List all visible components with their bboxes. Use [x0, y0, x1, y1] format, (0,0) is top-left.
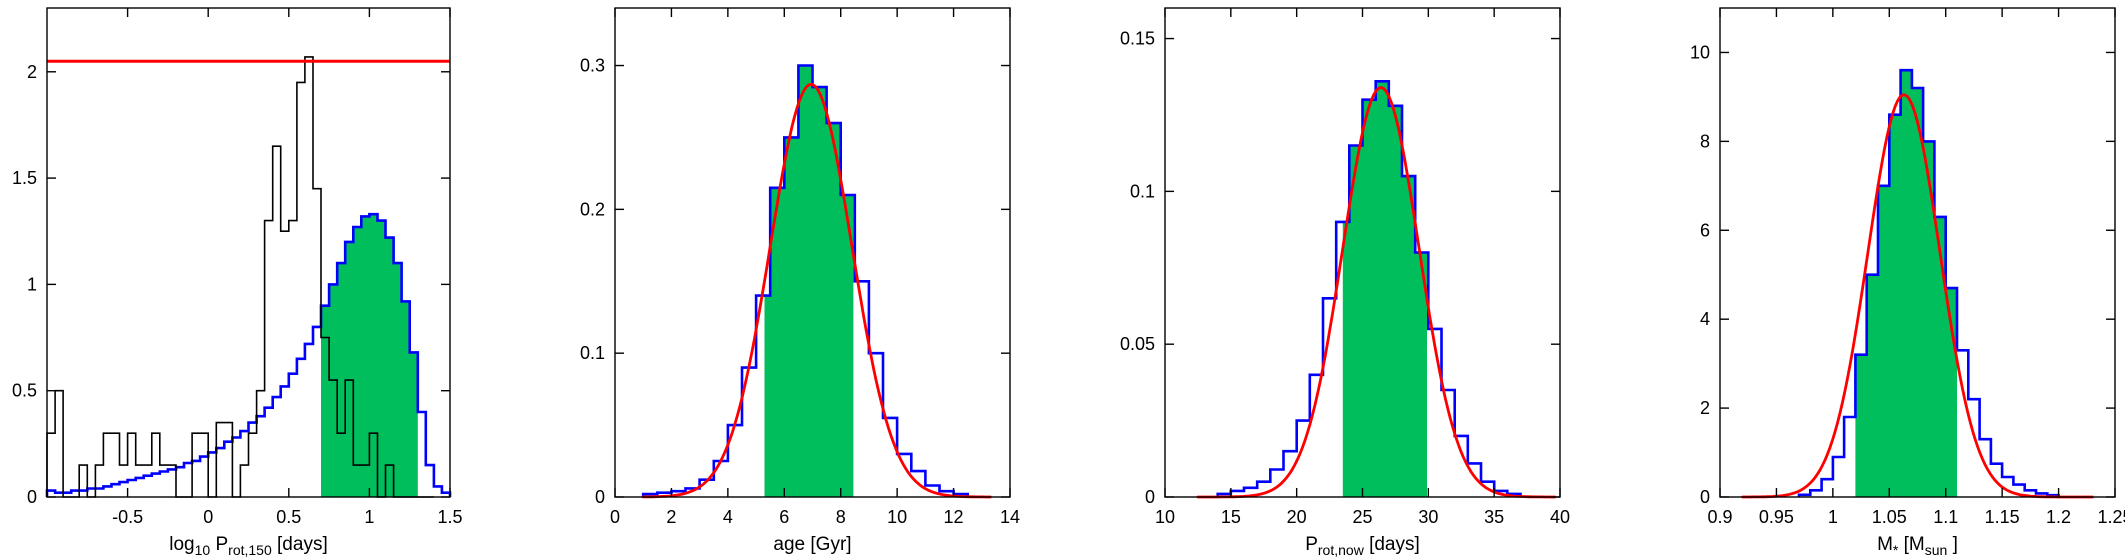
x-axis-label-age: age [Gyr] [773, 534, 851, 555]
credible-interval-fill [764, 65, 854, 497]
x-tick-label: 40 [1550, 507, 1570, 527]
x-tick-label: 1.5 [437, 507, 462, 527]
y-tick-label: 1 [27, 274, 37, 294]
axes-box [1719, 7, 2116, 498]
y-tick-label: 4 [1700, 309, 1710, 329]
y-tick-label: 0 [595, 487, 605, 507]
prot-histogram [1216, 80, 1522, 497]
credible-interval-fill [1855, 70, 1957, 497]
x-tick-label: 1.05 [1872, 507, 1907, 527]
credible-interval-fill [1342, 81, 1427, 498]
x-tick-label: 12 [944, 507, 964, 527]
x-tick-label: 14 [1000, 507, 1020, 527]
x-tick-label: 15 [1221, 507, 1241, 527]
mass-histogram [1797, 68, 2060, 497]
y-tick-label: 0.1 [580, 343, 605, 363]
x-tick-label: 1.15 [1985, 507, 2020, 527]
y-tick-label: 0 [1700, 487, 1710, 507]
x-tick-label: 2 [666, 507, 676, 527]
x-tick-label: 0 [610, 507, 620, 527]
x-tick-label: 1.2 [2046, 507, 2071, 527]
y-tick-label: 0.3 [580, 56, 605, 76]
y-tick-label: 0 [27, 487, 37, 507]
x-tick-label: 1.25 [2097, 507, 2125, 527]
y-tick-label: 1.5 [12, 168, 37, 188]
x-tick-label: 4 [723, 507, 733, 527]
y-tick-label: 2 [1700, 398, 1710, 418]
x-tick-label: 1.1 [1933, 507, 1958, 527]
chart-stellar-mass: 0.9 0.95 1 1.05 1.1 1.15 1.2 1.25 0 2 4 6 8 10 M* [Msu… [1690, 7, 2125, 558]
y-tick-label: 6 [1700, 220, 1710, 240]
x-tick-label: 1 [1828, 507, 1838, 527]
chart-prot-now: 10 15 20 25 30 35 40 0 0.05 0.1 0.15 Prot,now [days… [1120, 7, 1570, 558]
gaussian-fit [641, 82, 992, 499]
x-tick-label: 35 [1484, 507, 1504, 527]
x-tick-label: 30 [1418, 507, 1438, 527]
x-tick-label: 0.5 [276, 507, 301, 527]
x-axis-label-stellar-mass: M* [Msun ] [1877, 534, 1958, 558]
gaussian-fit [1196, 86, 1557, 499]
y-tick-label: 0.15 [1120, 29, 1155, 49]
chart-age: 0 2 4 6 8 10 12 14 0 0.1 0.2 0.3 age [Gyr] [580, 7, 1020, 555]
axes-box [46, 7, 451, 498]
x-tick-label: 0 [203, 507, 213, 527]
axes-box [614, 7, 1011, 498]
x-tick-label: 0.9 [1707, 507, 1732, 527]
raw-histogram [46, 56, 434, 498]
y-tick-label: 10 [1690, 42, 1710, 62]
x-tick-label: 6 [779, 507, 789, 527]
chart-log-prot150: -0.5 0 0.5 1 1.5 0 0.5 1 1.5 2 log10 Prot,150 [day… [12, 7, 463, 558]
y-tick-label: 8 [1700, 131, 1710, 151]
x-tick-label: 20 [1287, 507, 1307, 527]
x-tick-label: 10 [887, 507, 907, 527]
y-tick-label: 0 [1145, 487, 1155, 507]
x-tick-label: -0.5 [112, 507, 143, 527]
y-tick-label: 0.2 [580, 199, 605, 219]
x-tick-label: 1 [364, 507, 374, 527]
y-tick-label: 0.05 [1120, 334, 1155, 354]
y-tick-label: 0.1 [1130, 181, 1155, 201]
x-tick-label: 8 [836, 507, 846, 527]
x-tick-label: 10 [1155, 507, 1175, 527]
x-tick-label: 25 [1352, 507, 1372, 527]
x-axis-label-prot-now: Prot,now [days] [1305, 534, 1420, 558]
y-tick-label: 0.5 [12, 381, 37, 401]
x-axis-label-log-prot150: log10 Prot,150 [days] [169, 534, 327, 558]
x-tick-label: 0.95 [1759, 507, 1794, 527]
y-tick-label: 2 [27, 62, 37, 82]
